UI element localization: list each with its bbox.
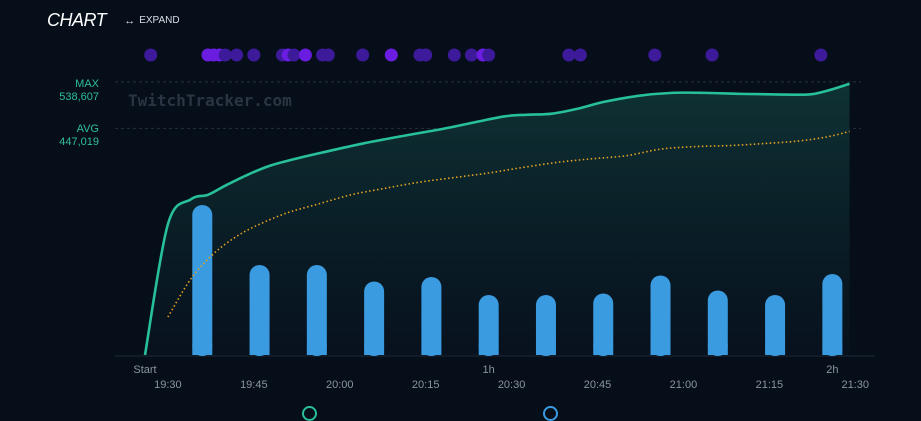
x-tick-bottom-8: 21:30 <box>842 379 870 391</box>
chat-bar-4 <box>421 277 442 356</box>
x-tick-top-0: Start <box>133 364 156 376</box>
legend-viewers-dot[interactable] <box>302 406 317 421</box>
x-tick-bottom-0: 19:30 <box>154 379 182 391</box>
max-value: 538,607 <box>59 91 99 103</box>
chat-bar-base-9 <box>707 345 728 355</box>
event-dot-21 <box>562 48 576 62</box>
x-tick-top-1: 1h <box>483 364 495 376</box>
expand-label: EXPAND <box>139 15 180 26</box>
chat-bar-base-10 <box>765 345 786 355</box>
chat-bar-base-6 <box>535 345 556 355</box>
event-dot-23 <box>648 48 662 62</box>
chat-bar-2 <box>306 265 327 356</box>
x-tick-bottom-2: 20:00 <box>326 379 354 391</box>
x-tick-bottom-6: 21:00 <box>670 379 698 391</box>
x-tick-top-2: 2h <box>826 364 838 376</box>
event-dot-10 <box>298 48 312 62</box>
chat-bar-base-7 <box>593 345 614 355</box>
chat-bar-base-5 <box>478 345 499 355</box>
average-line <box>167 130 850 318</box>
event-dot-25 <box>814 48 828 62</box>
avg-label-text: AVG <box>76 123 99 135</box>
viewer-chart: TwitchTracker.com Start 1h 2h 19:30 19:45 20:… <box>115 48 875 391</box>
event-dot-14 <box>384 48 398 62</box>
chart-header: CHART ↔ EXPAND <box>47 10 180 31</box>
chat-bar-5 <box>478 295 499 356</box>
event-dot-12 <box>321 48 335 62</box>
x-tick-bottom-7: 21:15 <box>756 379 784 391</box>
avg-value: 447,019 <box>59 136 99 148</box>
chat-bar-11 <box>822 274 843 356</box>
event-dot-9 <box>287 48 301 62</box>
chat-bar-base-4 <box>421 345 442 355</box>
max-label-text: MAX <box>75 78 99 90</box>
max-label: MAX 538,607 <box>59 78 99 104</box>
event-dot-4 <box>218 48 232 62</box>
chat-bar-base-1 <box>249 345 270 355</box>
expand-button[interactable]: ↔ EXPAND <box>124 15 179 27</box>
expand-arrows-icon: ↔ <box>124 14 136 27</box>
event-dot-24 <box>705 48 719 62</box>
watermark: TwitchTracker.com <box>128 91 292 110</box>
event-dot-18 <box>464 48 478 62</box>
chat-bar-base-2 <box>306 345 327 355</box>
chat-bar-1 <box>249 265 270 356</box>
legend-chat-dot[interactable] <box>543 406 558 421</box>
chat-bar-7 <box>593 293 614 356</box>
chat-bar-base-3 <box>364 345 385 355</box>
x-tick-bottom-3: 20:15 <box>412 379 440 391</box>
chat-bar-base-0 <box>192 345 213 355</box>
viewers-line <box>143 82 850 356</box>
x-tick-bottom-5: 20:45 <box>584 379 612 391</box>
event-dot-17 <box>447 48 461 62</box>
chat-bar-9 <box>707 290 728 356</box>
x-tick-bottom-1: 19:45 <box>240 379 268 391</box>
event-dot-0 <box>144 48 158 62</box>
x-tick-bottom-4: 20:30 <box>498 379 526 391</box>
event-dot-13 <box>356 48 370 62</box>
event-dot-6 <box>247 48 261 62</box>
chat-bar-base-8 <box>650 345 671 355</box>
chat-bar-3 <box>364 281 385 356</box>
chat-bar-base-11 <box>822 345 843 355</box>
event-dot-16 <box>419 48 433 62</box>
chat-bar-0 <box>192 205 213 356</box>
avg-label: AVG 447,019 <box>59 123 99 149</box>
event-dot-22 <box>573 48 587 62</box>
event-dot-5 <box>230 48 244 62</box>
chat-bar-10 <box>765 295 786 356</box>
chat-bar-6 <box>535 295 556 356</box>
chat-bar-8 <box>650 275 671 356</box>
event-dot-20 <box>482 48 496 62</box>
chart-title: CHART <box>47 10 107 30</box>
